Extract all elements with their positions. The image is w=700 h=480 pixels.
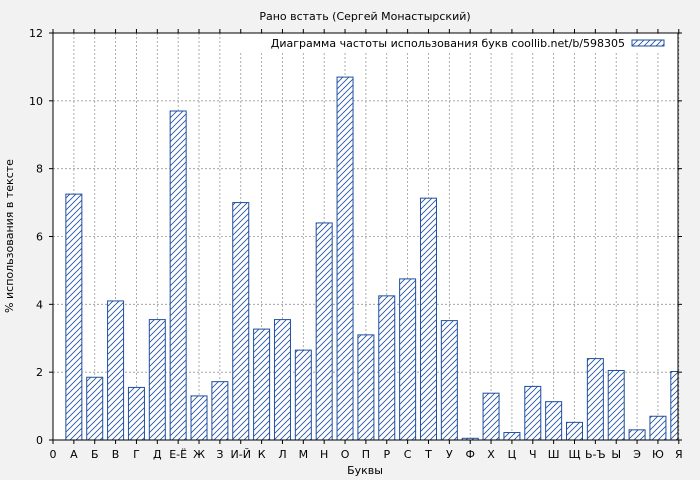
y-tick-label: 4 [36,298,43,311]
legend-label: Диаграмма частоты использования букв coo… [271,37,625,50]
x-tick-label: Л [278,448,286,461]
y-tick-label: 0 [36,434,43,447]
x-tick-label: 0 [50,448,57,461]
x-tick-label: З [216,448,223,461]
x-tick-label: Д [153,448,162,461]
bar [482,392,500,441]
bar [336,76,354,441]
x-tick-label: Н [320,448,328,461]
bar [65,193,83,441]
bar [357,334,375,441]
bar [503,432,521,441]
y-tick-label: 2 [36,366,43,379]
y-tick-label: 12 [29,27,43,40]
x-tick-label: Ф [465,448,474,461]
x-tick-label: Э [633,448,641,461]
bar [211,381,229,441]
y-axis-label: % использования в тексте [3,159,16,313]
bar [232,202,250,441]
legend-swatch [631,39,665,47]
x-tick-label: К [258,448,266,461]
bar [545,401,563,441]
x-tick-label: В [112,448,120,461]
x-tick-label: Ю [652,448,664,461]
x-tick-label: Я [675,448,683,461]
x-tick-label: Е-Ё [169,448,187,461]
bar [253,328,271,441]
x-tick-label: Щ [568,448,580,461]
x-axis-ticks: 0 А Б В Г Д Е-Ё Ж З И-Й К Л М Н О П Р С Т У Ф Х Ц Ч Ш Щ Ь-Ъ Ы Э Ю Я [50,29,683,461]
x-tick-label: И-Й [231,448,251,461]
bar [86,376,104,441]
legend: Диаграмма частоты использования букв coo… [240,34,676,52]
x-tick-label: А [70,448,78,461]
x-tick-label: Ы [611,448,621,461]
bar [190,395,208,441]
x-tick-label: Б [91,448,99,461]
bar [378,295,396,441]
y-tick-label: 10 [29,95,43,108]
bar [273,319,291,441]
x-tick-label: Г [133,448,140,461]
chart-title: Рано встать (Сергей Монастырский) [259,10,470,23]
bar [315,222,333,441]
x-tick-label: П [362,448,370,461]
bar [670,370,679,441]
bar [607,369,625,441]
bar [440,320,458,441]
x-tick-label: Ж [193,448,205,461]
bar [294,349,312,441]
x-tick-label: Р [383,448,390,461]
x-tick-label: Ц [508,448,517,461]
x-tick-label: О [341,448,350,461]
y-tick-label: 6 [36,231,43,244]
x-tick-label: Ч [529,448,537,461]
bar [169,110,187,441]
bar [649,415,667,441]
y-tick-label: 8 [36,163,43,176]
x-axis-label: Буквы [347,464,383,477]
x-tick-label: Т [424,448,432,461]
bar [148,319,166,441]
y-axis-ticks: 0 2 4 6 8 10 12 [29,27,682,447]
bar [399,278,417,441]
bar [419,197,437,441]
bar [586,358,604,441]
x-tick-label: Х [487,448,495,461]
bar [524,385,542,441]
x-tick-label: М [299,448,309,461]
x-tick-label: У [446,448,453,461]
x-tick-label: Ш [548,448,560,461]
legend-box [240,34,676,52]
x-tick-label: С [404,448,412,461]
bar [628,429,646,441]
x-tick-label: Ь-Ъ [585,448,606,461]
bar [127,386,145,441]
bar [566,421,583,441]
bar [107,300,125,441]
